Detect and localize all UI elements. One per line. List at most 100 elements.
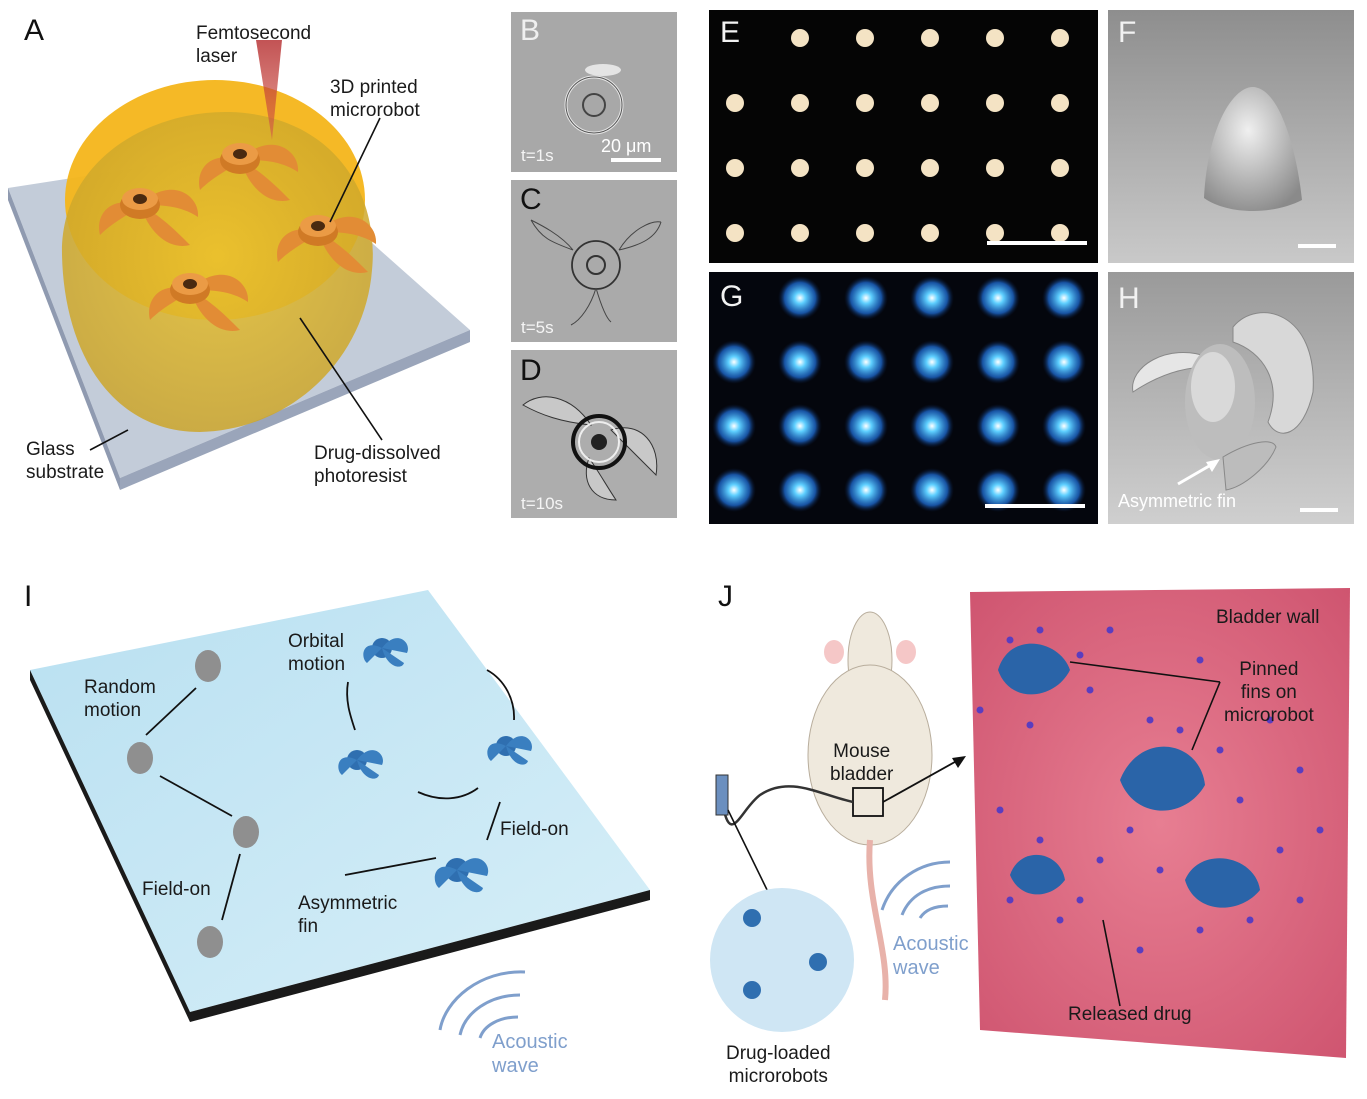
blue-microrobot bbox=[363, 638, 408, 667]
panel-a-illustration bbox=[8, 40, 470, 490]
fluorescent-microrobot bbox=[712, 468, 756, 512]
drug-loaded-circle bbox=[710, 888, 854, 1032]
glass-side-right bbox=[120, 330, 470, 490]
fluorescent-dot bbox=[856, 29, 874, 47]
fluorescent-dot bbox=[791, 29, 809, 47]
random-motion-label: Random motion bbox=[84, 677, 156, 721]
acoustic-wave-arc bbox=[478, 1015, 519, 1039]
drug-particle bbox=[1176, 726, 1184, 734]
panel-letter-g: G bbox=[720, 280, 744, 313]
drug-particle bbox=[1216, 746, 1224, 754]
micrograph-b: t=1s 20 μm bbox=[511, 12, 677, 172]
drug-particle bbox=[1006, 896, 1014, 904]
glass-substrate-label: Glass substrate bbox=[26, 439, 105, 483]
fluorescent-microrobot bbox=[712, 340, 756, 384]
scale-bar-label: 20 μm bbox=[601, 136, 652, 156]
acoustic-wave-arc bbox=[458, 993, 521, 1036]
drug-particle bbox=[1316, 826, 1324, 834]
time-label: t=1s bbox=[521, 146, 554, 165]
acoustic-wave-arc bbox=[438, 970, 526, 1031]
pinned-microrobot bbox=[1010, 854, 1065, 895]
bladder-wall-label: Bladder wall bbox=[1216, 607, 1320, 628]
fluorescent-dot bbox=[986, 94, 1004, 112]
panel-letter-f: F bbox=[1118, 16, 1137, 49]
grey-microrobot bbox=[233, 816, 259, 848]
drug-particle bbox=[1236, 796, 1244, 804]
fluorescent-dot bbox=[726, 159, 744, 177]
mouse-illustration bbox=[807, 611, 933, 1001]
drug-particle bbox=[1036, 626, 1044, 634]
fluorescent-microrobot bbox=[1042, 276, 1086, 320]
fluorescent-microrobot bbox=[1042, 340, 1086, 384]
fluorescent-dot bbox=[921, 94, 939, 112]
micrograph-c: t=5s bbox=[511, 180, 677, 342]
grey-microrobot bbox=[195, 650, 221, 682]
drug-particle bbox=[1266, 716, 1274, 724]
fluorescent-microrobot bbox=[976, 340, 1020, 384]
field-on-left-label: Field-on bbox=[142, 879, 211, 900]
pinned-microrobot bbox=[1185, 858, 1260, 908]
drug-particle bbox=[996, 806, 1004, 814]
fluorescent-microrobot bbox=[910, 340, 954, 384]
sem-image-h bbox=[1108, 272, 1354, 524]
fluorescent-microrobot bbox=[910, 468, 954, 512]
fluorescent-microrobot bbox=[976, 404, 1020, 448]
fluorescent-dot bbox=[791, 159, 809, 177]
acoustic-wave-arc bbox=[900, 884, 951, 916]
acoustic-wave-label-j: Acoustic wave bbox=[893, 933, 969, 979]
drug-particle bbox=[1026, 721, 1034, 729]
time-label: t=10s bbox=[521, 494, 564, 513]
drug-particle bbox=[1036, 836, 1044, 844]
fluorescent-dot bbox=[1051, 224, 1069, 242]
fluorescent-microrobot bbox=[1042, 468, 1086, 512]
bladder-wall bbox=[970, 588, 1350, 1058]
glass-leader bbox=[89, 429, 129, 451]
fluorescent-microrobot bbox=[778, 340, 822, 384]
plate-edge-left bbox=[30, 670, 190, 1022]
fin-right bbox=[1232, 312, 1314, 434]
photoresist-label: Drug-dissolved photoresist bbox=[314, 443, 441, 487]
acoustic-wave-arc bbox=[880, 860, 951, 911]
fluorescence-array-e bbox=[709, 10, 1098, 263]
drug-loaded-label: Drug-loaded microrobots bbox=[726, 1043, 831, 1087]
fluorescent-dot bbox=[726, 94, 744, 112]
glass-side-front bbox=[8, 188, 120, 490]
fluorescence-array-g bbox=[709, 272, 1098, 524]
blue-microrobot bbox=[487, 736, 532, 765]
pinned-microrobot bbox=[1120, 746, 1205, 811]
drug-particle bbox=[1196, 656, 1204, 664]
fluorescent-dot bbox=[1051, 159, 1069, 177]
fluorescent-dot bbox=[856, 224, 874, 242]
fluorescent-dot bbox=[791, 224, 809, 242]
fluorescent-microrobot bbox=[844, 404, 888, 448]
field-on-right-label: Field-on bbox=[500, 819, 569, 840]
asymmetric-fin-label-i: Asymmetric fin bbox=[298, 893, 398, 937]
panel-letter-a: A bbox=[24, 14, 45, 47]
fluorescent-dot bbox=[921, 224, 939, 242]
drug-particle bbox=[1196, 926, 1204, 934]
orange-microrobot bbox=[199, 143, 299, 201]
acoustic-wave-arc bbox=[918, 904, 949, 919]
panel-letter-c: C bbox=[520, 183, 542, 216]
cone-structure bbox=[1204, 86, 1302, 212]
blue-microrobot bbox=[743, 981, 761, 999]
fluorescent-dot bbox=[856, 94, 874, 112]
drug-particle bbox=[1296, 896, 1304, 904]
drug-particle bbox=[1136, 946, 1144, 954]
panel-letter-b: B bbox=[520, 14, 541, 47]
drug-particle bbox=[1126, 826, 1134, 834]
orange-microrobot bbox=[277, 215, 377, 273]
fluorescent-dot bbox=[921, 29, 939, 47]
orange-microrobot bbox=[99, 188, 199, 246]
drug-particle bbox=[1246, 916, 1254, 924]
drug-particle bbox=[1096, 856, 1104, 864]
photoresist-leader bbox=[299, 317, 383, 441]
panel-i-illustration bbox=[30, 590, 650, 1039]
drug-particle bbox=[1056, 916, 1064, 924]
fluorescent-dot bbox=[986, 224, 1004, 242]
micrograph-d: t=10s bbox=[511, 350, 677, 518]
fluorescent-microrobot bbox=[976, 276, 1020, 320]
drug-particle bbox=[976, 706, 984, 714]
fluorescent-dot bbox=[1051, 29, 1069, 47]
fluorescent-dot bbox=[1051, 94, 1069, 112]
